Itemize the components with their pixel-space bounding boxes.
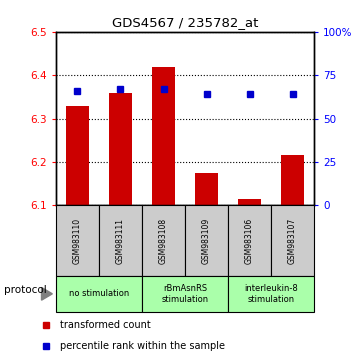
Text: rBmAsnRS
stimulation: rBmAsnRS stimulation bbox=[161, 284, 209, 303]
Text: interleukin-8
stimulation: interleukin-8 stimulation bbox=[244, 284, 298, 303]
Bar bbox=[238, 199, 261, 205]
Text: GSM983111: GSM983111 bbox=[116, 218, 125, 264]
Bar bbox=[152, 67, 175, 205]
FancyBboxPatch shape bbox=[228, 205, 271, 276]
Bar bbox=[66, 105, 89, 205]
Text: GSM983108: GSM983108 bbox=[159, 218, 168, 264]
FancyBboxPatch shape bbox=[142, 276, 228, 312]
Bar bbox=[195, 173, 218, 205]
FancyBboxPatch shape bbox=[99, 205, 142, 276]
Text: GSM983110: GSM983110 bbox=[73, 218, 82, 264]
Text: transformed count: transformed count bbox=[60, 320, 151, 330]
Text: percentile rank within the sample: percentile rank within the sample bbox=[60, 341, 225, 351]
Bar bbox=[109, 92, 132, 205]
Title: GDS4567 / 235782_at: GDS4567 / 235782_at bbox=[112, 16, 258, 29]
Text: protocol: protocol bbox=[4, 285, 46, 295]
Text: GSM983107: GSM983107 bbox=[288, 218, 297, 264]
FancyBboxPatch shape bbox=[271, 205, 314, 276]
FancyBboxPatch shape bbox=[228, 276, 314, 312]
FancyBboxPatch shape bbox=[185, 205, 228, 276]
Text: no stimulation: no stimulation bbox=[69, 289, 129, 298]
Polygon shape bbox=[42, 287, 52, 300]
Text: GSM983106: GSM983106 bbox=[245, 218, 254, 264]
Text: GSM983109: GSM983109 bbox=[202, 218, 211, 264]
Bar bbox=[281, 155, 304, 205]
FancyBboxPatch shape bbox=[56, 205, 99, 276]
FancyBboxPatch shape bbox=[56, 276, 142, 312]
FancyBboxPatch shape bbox=[142, 205, 185, 276]
